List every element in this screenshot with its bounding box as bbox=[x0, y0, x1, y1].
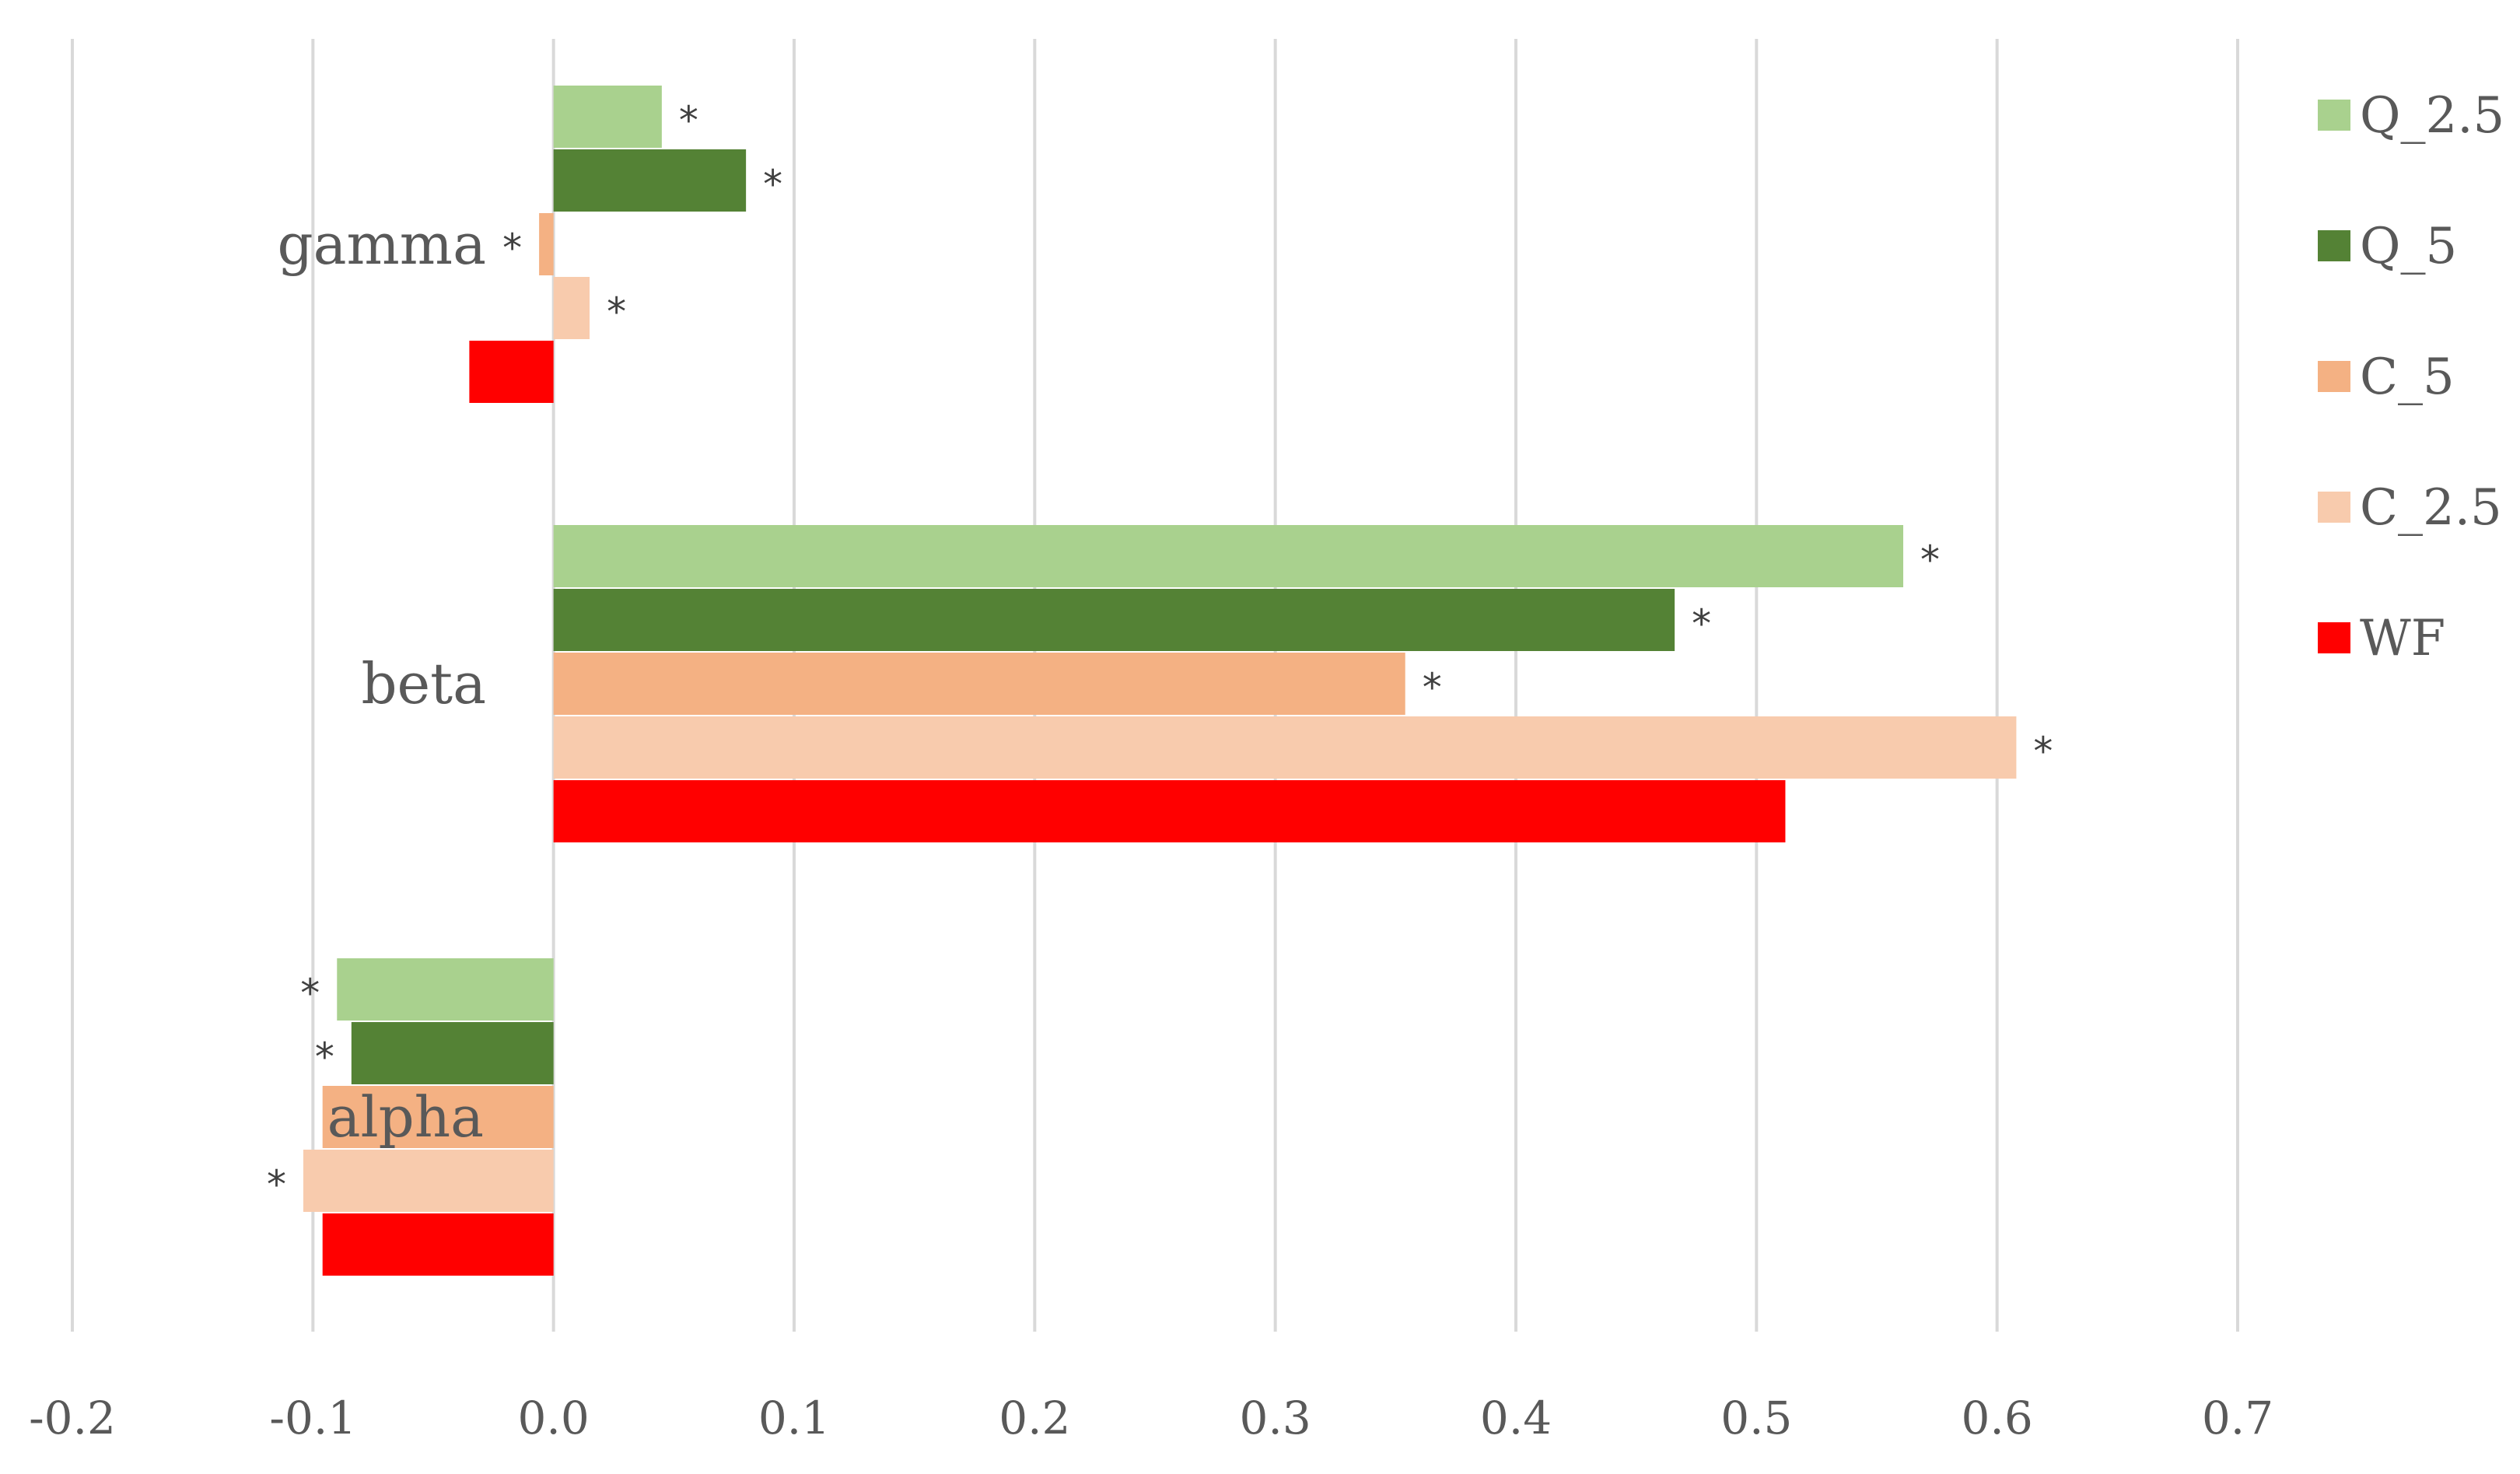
bar bbox=[351, 1022, 554, 1084]
x-tick-label: 0.0 bbox=[518, 1392, 590, 1444]
bar bbox=[539, 213, 554, 275]
legend-label: C_2.5 bbox=[2360, 479, 2502, 537]
legend-label: C_5 bbox=[2360, 348, 2455, 406]
x-tick-label: 0.5 bbox=[1720, 1392, 1792, 1444]
bar bbox=[322, 1086, 554, 1148]
category-label: beta bbox=[361, 651, 486, 716]
x-tick-label: 0.7 bbox=[2202, 1392, 2273, 1444]
bar bbox=[469, 341, 554, 403]
bar bbox=[553, 86, 662, 148]
significance-mark: * bbox=[1423, 665, 1442, 710]
x-axis-tick-labels: -0.2 -0.1 0.0 0.1 0.2 0.3 0.4 0.5 0.6 0.7 bbox=[29, 1392, 2273, 1444]
legend-swatch bbox=[2318, 361, 2350, 392]
legend-swatch bbox=[2318, 100, 2350, 131]
x-tick-label: 0.3 bbox=[1240, 1392, 1311, 1444]
legend-label: Q_5 bbox=[2360, 218, 2457, 275]
legend-swatch bbox=[2318, 492, 2350, 523]
significance-mark: * bbox=[502, 226, 522, 271]
significance-mark: * bbox=[763, 162, 782, 207]
x-tick-label: 0.6 bbox=[1962, 1392, 2033, 1444]
category-label: gamma bbox=[278, 212, 487, 277]
category-labels: gamma beta alpha bbox=[278, 212, 487, 1150]
bar bbox=[553, 277, 590, 339]
x-tick-label: -0.1 bbox=[269, 1392, 356, 1444]
x-tick-label: 0.1 bbox=[758, 1392, 830, 1444]
legend-label: Q_2.5 bbox=[2360, 87, 2504, 145]
significance-mark: * bbox=[1692, 601, 1711, 646]
bar bbox=[322, 1213, 554, 1276]
bar bbox=[553, 780, 1786, 842]
x-tick-label: -0.2 bbox=[29, 1392, 116, 1444]
bar bbox=[553, 653, 1405, 715]
x-tick-label: 0.4 bbox=[1480, 1392, 1552, 1444]
legend: Q_2.5 Q_5 C_5 C_2.5 WF bbox=[2318, 87, 2504, 667]
bar bbox=[553, 149, 747, 212]
bar bbox=[553, 525, 1904, 587]
significance-mark: * bbox=[607, 289, 626, 334]
bar bbox=[553, 716, 2017, 779]
significance-mark: * bbox=[300, 971, 320, 1016]
legend-swatch bbox=[2318, 622, 2350, 653]
bars bbox=[303, 86, 2017, 1276]
significance-mark: * bbox=[1920, 537, 1940, 583]
x-tick-label: 0.2 bbox=[999, 1392, 1070, 1444]
significance-mark: * bbox=[679, 98, 698, 143]
legend-label: WF bbox=[2360, 610, 2445, 667]
significance-mark: * bbox=[315, 1035, 334, 1080]
significance-marks: * * * * * * * * * * * bbox=[267, 98, 2053, 1207]
bar bbox=[303, 1150, 554, 1212]
legend-swatch bbox=[2318, 230, 2350, 261]
bar bbox=[553, 589, 1675, 651]
bar bbox=[337, 958, 554, 1021]
category-label: alpha bbox=[327, 1084, 484, 1150]
significance-mark: * bbox=[2033, 729, 2053, 774]
significance-mark: * bbox=[267, 1162, 286, 1207]
